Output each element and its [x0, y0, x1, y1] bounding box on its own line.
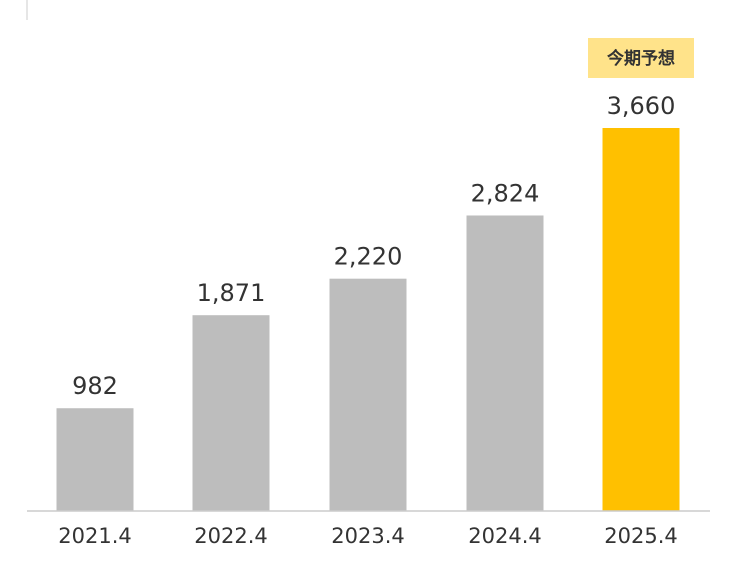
- bar-value-label: 982: [72, 372, 118, 400]
- x-tick-label: 2025.4: [604, 524, 677, 548]
- bar-value-label: 3,660: [607, 92, 676, 120]
- bar-2023.4: [329, 278, 407, 511]
- x-tick-label: 2022.4: [194, 524, 267, 548]
- bar-value-label: 2,220: [334, 243, 403, 271]
- x-tick-label: 2021.4: [58, 524, 131, 548]
- bar-2025.4: [602, 128, 680, 511]
- forecast-badge: 今期予想: [588, 38, 694, 78]
- bar-2021.4: [56, 408, 134, 511]
- x-axis-ticks-layer: 2021.4 2022.4 2023.4 2024.4 2025.4: [58, 524, 677, 548]
- bar-2024.4: [466, 215, 544, 511]
- x-tick-label: 2023.4: [331, 524, 404, 548]
- x-tick-label: 2024.4: [468, 524, 541, 548]
- annotation-layer: 今期予想: [588, 38, 694, 78]
- forecast-badge-background: [588, 38, 694, 78]
- forecast-badge-text: 今期予想: [607, 48, 675, 69]
- bar-value-label: 1,871: [197, 279, 266, 307]
- bars-layer: [56, 128, 680, 511]
- bar-2022.4: [192, 315, 270, 511]
- bar-value-label: 2,824: [471, 179, 540, 207]
- value-labels-layer: 982 1,871 2,220 2,824 3,660: [72, 92, 675, 400]
